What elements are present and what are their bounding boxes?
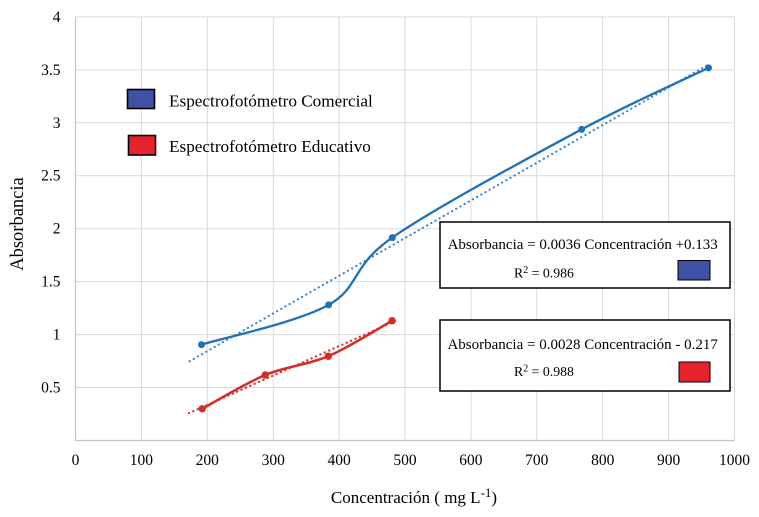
svg-text:Concentración ( mg L-1): Concentración ( mg L-1) bbox=[331, 485, 497, 507]
svg-text:3.5: 3.5 bbox=[41, 62, 61, 79]
svg-text:Espectrofotómetro Comercial: Espectrofotómetro Comercial bbox=[169, 92, 373, 111]
svg-text:R2 = 0.986: R2 = 0.986 bbox=[514, 265, 574, 281]
svg-text:Absorbancia: Absorbancia bbox=[8, 177, 28, 271]
svg-text:1.5: 1.5 bbox=[41, 274, 61, 291]
svg-text:100: 100 bbox=[130, 452, 154, 469]
svg-text:600: 600 bbox=[459, 452, 483, 469]
svg-text:Espectrofotómetro Educativo: Espectrofotómetro Educativo bbox=[169, 137, 371, 156]
svg-text:3: 3 bbox=[53, 115, 61, 132]
svg-text:4: 4 bbox=[53, 9, 61, 26]
svg-text:500: 500 bbox=[393, 452, 417, 469]
svg-text:0.5: 0.5 bbox=[41, 380, 61, 397]
svg-text:1000: 1000 bbox=[719, 452, 750, 469]
svg-text:400: 400 bbox=[327, 452, 351, 469]
svg-text:2.5: 2.5 bbox=[41, 168, 61, 185]
svg-text:1: 1 bbox=[53, 327, 61, 344]
svg-text:2: 2 bbox=[53, 221, 61, 238]
svg-text:0: 0 bbox=[72, 452, 80, 469]
svg-text:Absorbancia = 0.0028 Concentra: Absorbancia = 0.0028 Concentración - 0.2… bbox=[447, 337, 718, 353]
svg-text:200: 200 bbox=[196, 452, 220, 469]
svg-text:900: 900 bbox=[657, 452, 681, 469]
svg-text:R2 = 0.988: R2 = 0.988 bbox=[514, 364, 574, 380]
svg-text:800: 800 bbox=[591, 452, 615, 469]
svg-text:Absorbancia = 0.0036 Concentra: Absorbancia = 0.0036 Concentración +0.13… bbox=[448, 237, 718, 253]
svg-text:300: 300 bbox=[262, 452, 286, 469]
svg-text:700: 700 bbox=[525, 452, 549, 469]
